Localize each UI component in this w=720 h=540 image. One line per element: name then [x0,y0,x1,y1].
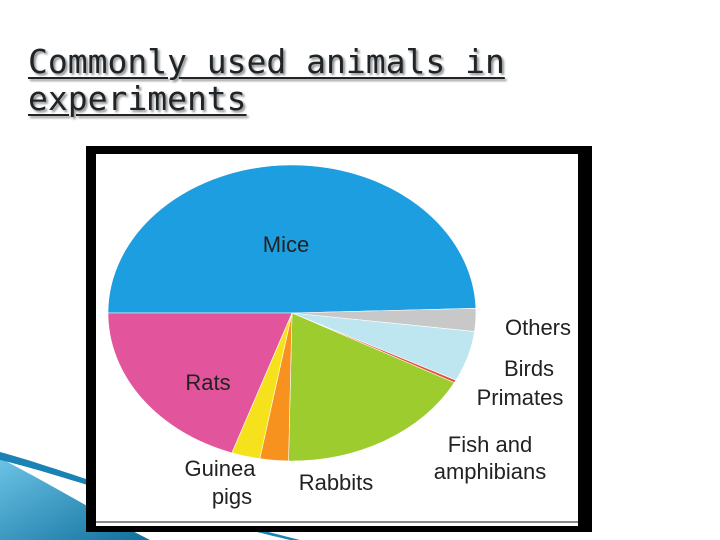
pie-chart: Mice Others Birds Primates Fish andamphibian… [96,164,578,523]
pie-label-primates: Primates [477,385,564,410]
pie-slice-rats [107,312,293,454]
pie-label-mice: Mice [263,232,309,257]
pie-label-rabbits: Rabbits [299,470,374,495]
chart-area: Mice Others Birds Primates Fish and amphibian… [96,154,578,526]
pie-label-guinea-pigs-line-1: Guinea [185,456,257,481]
chart-frame: Mice Others Birds Primates Fish and amphibian… [86,146,592,532]
pie-label-fish-and-amphibians-line-1: Fish and [448,432,532,457]
decorative-swoosh [0,452,300,540]
pie-label-fish-and-amphibians-line-2: amphibians [434,459,547,484]
pie-label-birds: Birds [504,356,554,381]
pie-slice-mice [107,164,477,314]
slide-title: Commonly used animals in experiments [28,42,505,118]
pie-label-guinea-pigs-line-2: pigs [212,484,252,509]
pie-label-rats: Rats [185,370,230,395]
pie-label-others: Others [505,315,571,340]
pie-slice-fish-and-amphibians [288,312,455,462]
